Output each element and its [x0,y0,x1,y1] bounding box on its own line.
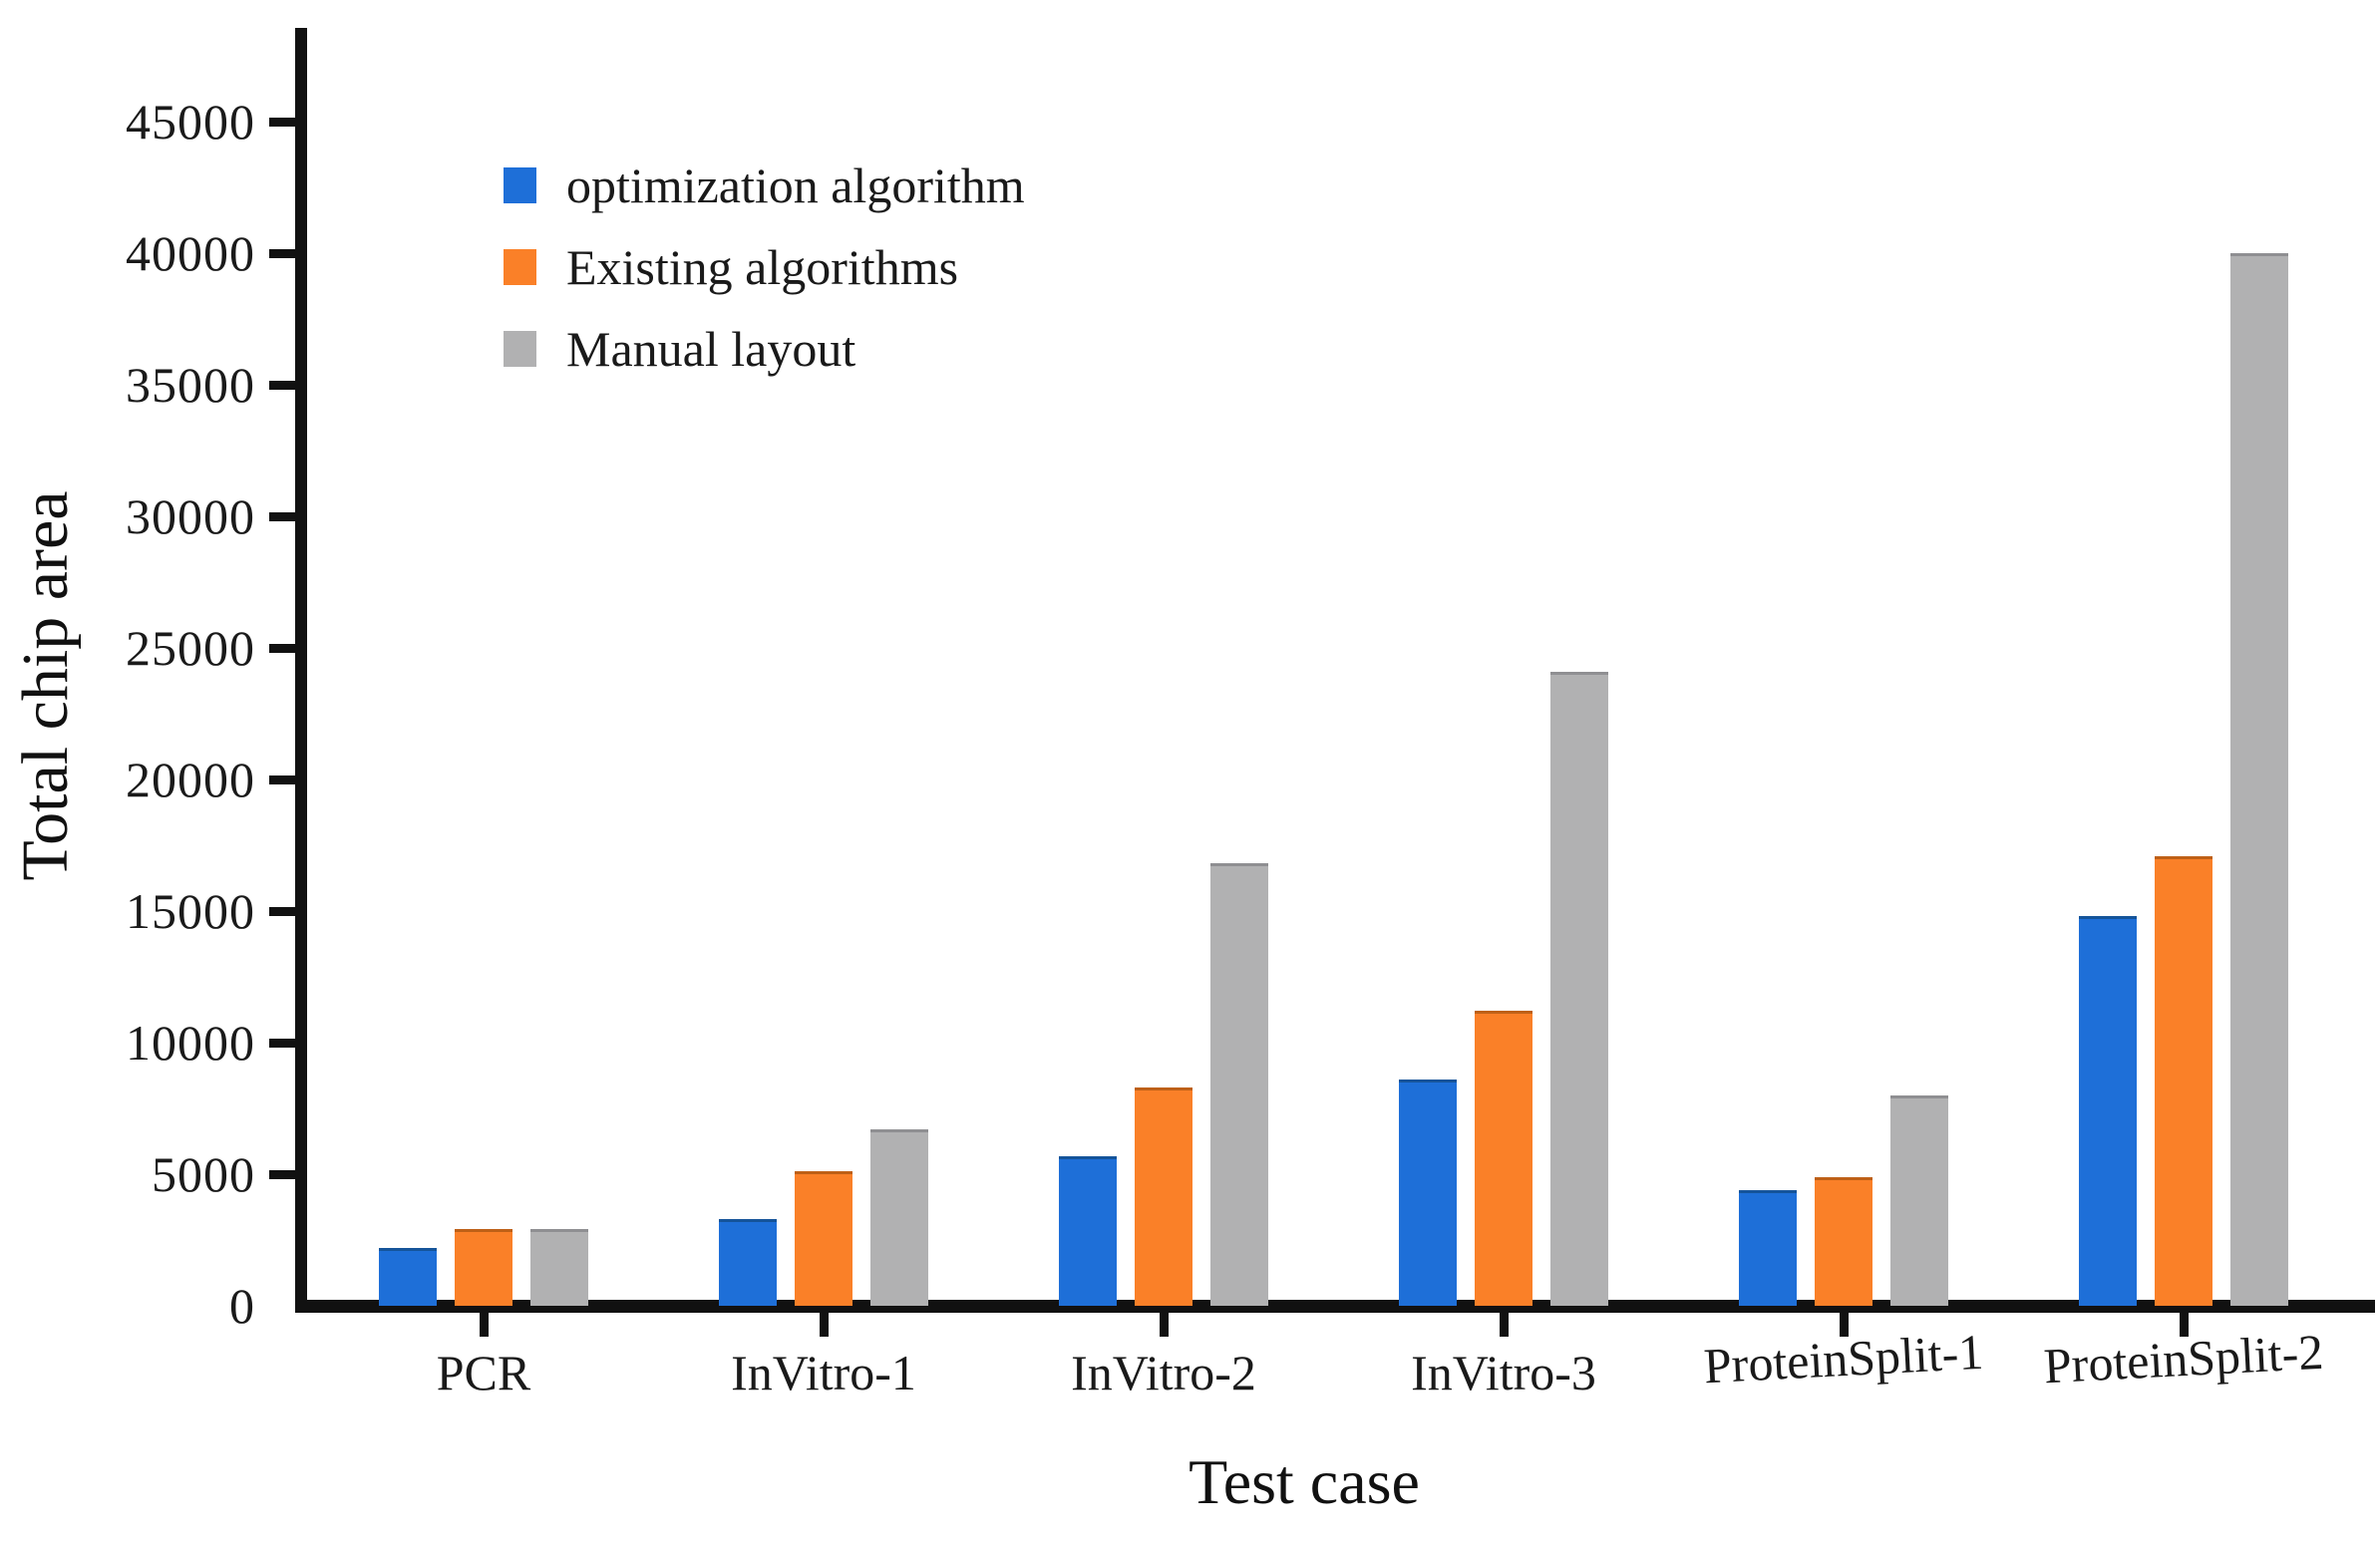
category-label-proteinsplit-1: ProteinSplit-1 [1702,1323,1985,1394]
bar-top-edge [795,1171,852,1174]
legend-item-3: Manual layout [504,308,1025,390]
bar-top-edge [1739,1190,1797,1193]
x-tick-mark [1500,1313,1509,1337]
bar-invitro-1-series-2 [795,1171,852,1306]
category-label-pcr: PCR [436,1345,531,1400]
bar-proteinsplit-2-series-3 [2230,253,2288,1306]
y-tick-mark [269,1170,295,1179]
bar-invitro-3-series-2 [1475,1011,1532,1306]
category-label-invitro-1: InVitro-1 [731,1345,916,1400]
y-axis-title: Total chip area [9,490,82,881]
legend-swatch-icon [504,249,536,285]
y-tick-mark [269,775,295,784]
legend-item-2: Existing algorithms [504,226,1025,308]
x-tick-mark [820,1313,829,1337]
category-label-invitro-2: InVitro-2 [1071,1345,1256,1400]
y-tick-mark [269,644,295,653]
bar-top-edge [1135,1087,1192,1090]
y-tick-label: 0 [229,1278,255,1334]
legend-swatch-icon [504,167,536,203]
bar-top-edge [1550,672,1608,675]
bar-top-edge [870,1129,928,1132]
legend-item-1: optimization algorithm [504,145,1025,226]
bar-proteinsplit-2-series-1 [2079,916,2137,1306]
y-tick-mark [269,907,295,916]
y-tick-label: 25000 [126,620,255,676]
bar-pcr-series-3 [530,1229,588,1306]
bar-proteinsplit-1-series-1 [1739,1190,1797,1306]
bar-top-edge [379,1248,437,1251]
x-tick-mark [480,1313,489,1337]
y-tick-label: 5000 [152,1146,255,1202]
x-axis-title: Test case [1189,1446,1420,1517]
x-tick-mark [2180,1313,2189,1337]
bar-top-edge [1475,1011,1532,1014]
legend-swatch-icon [504,331,536,367]
x-tick-mark [1840,1313,1849,1337]
y-tick-label: 40000 [126,225,255,281]
bar-top-edge [719,1219,777,1222]
bar-top-edge [2155,856,2212,859]
bar-invitro-3-series-1 [1399,1080,1457,1306]
y-tick-label: 30000 [126,488,255,544]
y-tick-label: 15000 [126,883,255,939]
bar-top-edge [1059,1156,1117,1159]
bar-top-edge [2079,916,2137,919]
bar-invitro-3-series-3 [1550,672,1608,1306]
y-tick-mark [269,1039,295,1048]
bar-top-edge [455,1229,512,1232]
y-tick-label: 10000 [126,1015,255,1071]
y-axis-line [295,28,307,1313]
legend-label: Existing algorithms [566,239,959,295]
x-axis-line [295,1300,2375,1313]
legend: optimization algorithm Existing algorithm… [504,145,1025,390]
bar-proteinsplit-1-series-3 [1890,1095,1948,1306]
legend-label: Manual layout [566,321,856,377]
bar-top-edge [1890,1095,1948,1098]
y-tick-mark [269,118,295,127]
bar-top-edge [530,1229,588,1232]
bar-pcr-series-1 [379,1248,437,1306]
category-label-proteinsplit-2: ProteinSplit-2 [2042,1323,2325,1394]
category-label-invitro-3: InVitro-3 [1411,1345,1596,1400]
bar-invitro-2-series-3 [1210,863,1268,1306]
y-tick-mark [269,512,295,521]
bar-proteinsplit-2-series-2 [2155,856,2212,1306]
bar-proteinsplit-1-series-2 [1815,1177,1872,1306]
bar-invitro-2-series-1 [1059,1156,1117,1306]
bar-pcr-series-2 [455,1229,512,1306]
bar-invitro-1-series-1 [719,1219,777,1306]
legend-label: optimization algorithm [566,157,1025,213]
bar-top-edge [2230,253,2288,256]
bar-top-edge [1815,1177,1872,1180]
bar-invitro-2-series-2 [1135,1087,1192,1306]
y-tick-label: 20000 [126,752,255,807]
y-tick-label: 45000 [126,94,255,150]
bar-invitro-1-series-3 [870,1129,928,1306]
bar-top-edge [1210,863,1268,866]
y-tick-mark [269,381,295,390]
bar-top-edge [1399,1080,1457,1083]
x-tick-mark [1160,1313,1169,1337]
y-tick-mark [269,249,295,258]
y-tick-label: 35000 [126,357,255,413]
